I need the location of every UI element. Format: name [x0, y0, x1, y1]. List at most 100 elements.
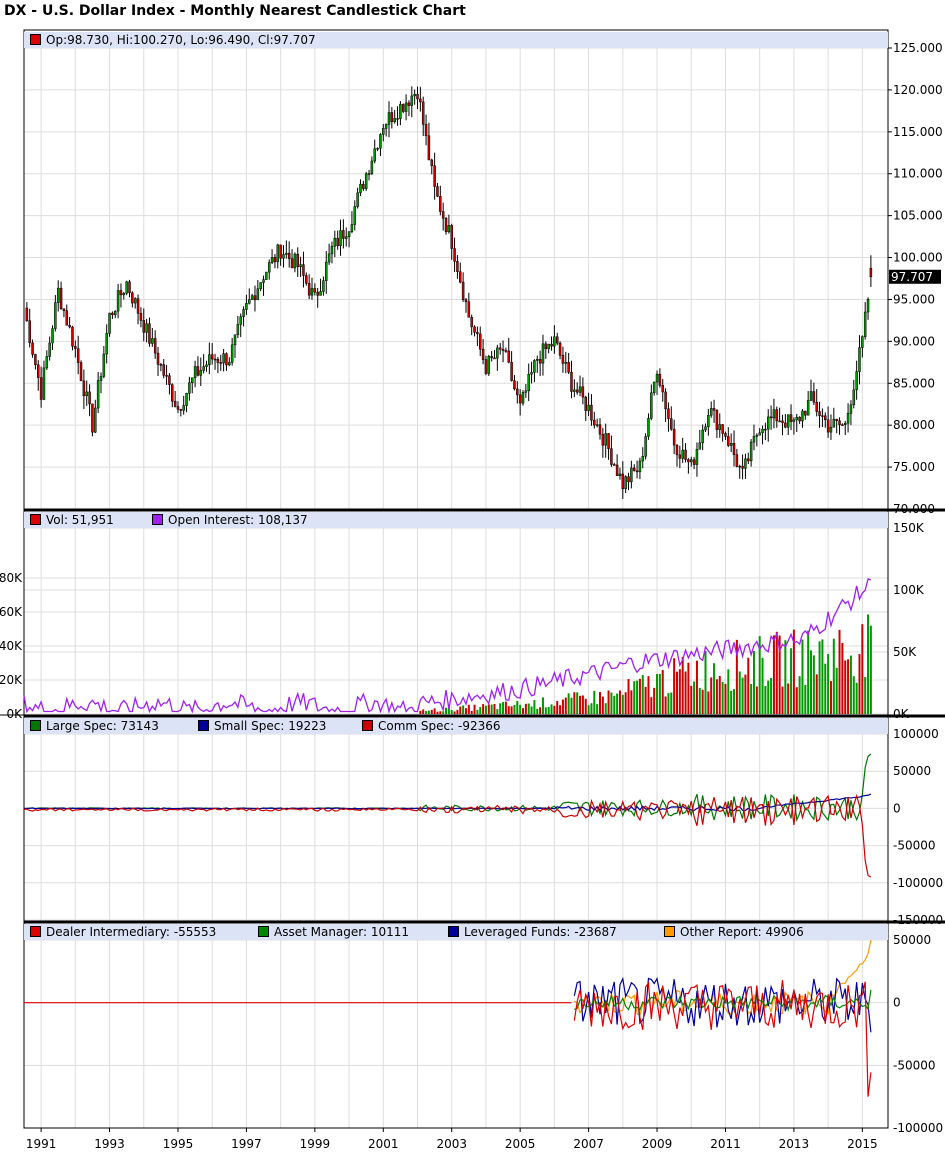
volume-bar [510, 706, 513, 714]
volume-bar [835, 667, 838, 714]
candle-body [650, 392, 653, 419]
volume-bar [658, 673, 661, 714]
volume-bar [487, 704, 490, 714]
tff-axis-label: 0 [893, 996, 901, 1010]
candle-body [250, 295, 254, 300]
candle-body [838, 420, 841, 425]
candle-body [179, 409, 183, 411]
candle-body [530, 372, 533, 375]
volume-bar [590, 703, 593, 714]
candle-body [399, 104, 402, 119]
candle-body [136, 298, 140, 314]
volume-bar [741, 677, 744, 714]
candle-body [253, 295, 257, 301]
volume-bar [482, 704, 485, 714]
candle-body [59, 287, 63, 309]
volume-bar [442, 711, 445, 714]
candle-body [113, 310, 117, 315]
candle-body [513, 380, 516, 390]
candle-body [772, 409, 776, 419]
candle-body [698, 442, 702, 450]
x-axis-label: 2009 [642, 1137, 673, 1151]
candle-body [276, 244, 280, 263]
leveraged-label: Leveraged Funds: -23687 [464, 925, 617, 939]
price-axis-label: 90.000 [893, 334, 935, 348]
volume-bar [710, 677, 713, 714]
candle-body [570, 371, 573, 392]
candle-body [863, 311, 867, 337]
volume-bar [533, 700, 536, 714]
candle-body [553, 336, 556, 347]
volume-bar [695, 660, 698, 714]
candle-body [775, 409, 779, 422]
open-interest-line [23, 578, 872, 714]
volume-bar [718, 676, 721, 714]
candle-body [496, 347, 499, 359]
candle-body [661, 385, 664, 393]
candle-body [464, 299, 468, 303]
candle-body [584, 396, 587, 411]
candle-body [781, 420, 784, 424]
candle-body [279, 244, 282, 259]
candle-body [433, 165, 436, 187]
volume-bar [425, 711, 428, 714]
price-axis-label: 110.000 [893, 167, 943, 181]
price-axis-label: 95.000 [893, 292, 935, 306]
candle-body [273, 257, 277, 263]
candle-body [319, 291, 322, 296]
candle-body [239, 316, 242, 325]
volume-bar [829, 681, 832, 714]
volume-left-axis-label: 60K [0, 605, 23, 619]
candle-body [598, 424, 602, 435]
volume-bar [787, 683, 790, 714]
candle-body [419, 98, 422, 103]
candle-body [672, 428, 676, 446]
volume-bar [715, 679, 718, 714]
candle-body [404, 102, 408, 112]
candle-body [738, 465, 741, 468]
candle-body [359, 183, 362, 194]
leveraged-swatch [448, 926, 459, 937]
candle-body [31, 342, 34, 355]
candle-body [307, 283, 311, 296]
volume-bar [775, 631, 778, 714]
volume-bar [593, 690, 596, 714]
comm-spec-label: Comm Spec: -92366 [378, 719, 501, 733]
volume-bar [772, 635, 775, 714]
price-axis-label: 125.000 [893, 41, 943, 55]
volume-bar [559, 705, 562, 714]
volume-bar [601, 696, 604, 714]
candle-body [230, 344, 234, 363]
candle-body [678, 454, 682, 459]
candle-body [652, 381, 656, 394]
candle-body [293, 253, 297, 269]
candle-body [664, 391, 667, 410]
volume-bar [690, 685, 693, 714]
volume-bar [735, 639, 738, 714]
volume-bar [687, 662, 690, 714]
candle-body [441, 211, 445, 219]
candle-body [339, 230, 342, 247]
candle-body [632, 467, 636, 472]
candle-body [675, 444, 679, 456]
volume-bar [430, 709, 433, 714]
volume-bar [807, 630, 810, 714]
candle-body [370, 160, 374, 174]
candle-body [487, 356, 491, 374]
cot-axis-label: 100000 [893, 727, 939, 741]
candle-body [413, 94, 416, 97]
candle-body [222, 353, 225, 364]
candle-body [821, 415, 824, 417]
volume-left-axis-label: 20K [0, 673, 23, 687]
candle-body [709, 408, 713, 416]
candle-body [732, 442, 736, 455]
candle-body [248, 299, 251, 304]
candle-body [233, 334, 237, 346]
volume-bar [738, 671, 741, 714]
volume-bar [502, 702, 505, 714]
candle-body [182, 405, 185, 411]
candle-body [159, 364, 163, 366]
volume-bar [456, 709, 459, 714]
volume-bar [747, 657, 750, 714]
candle-body [344, 236, 348, 239]
